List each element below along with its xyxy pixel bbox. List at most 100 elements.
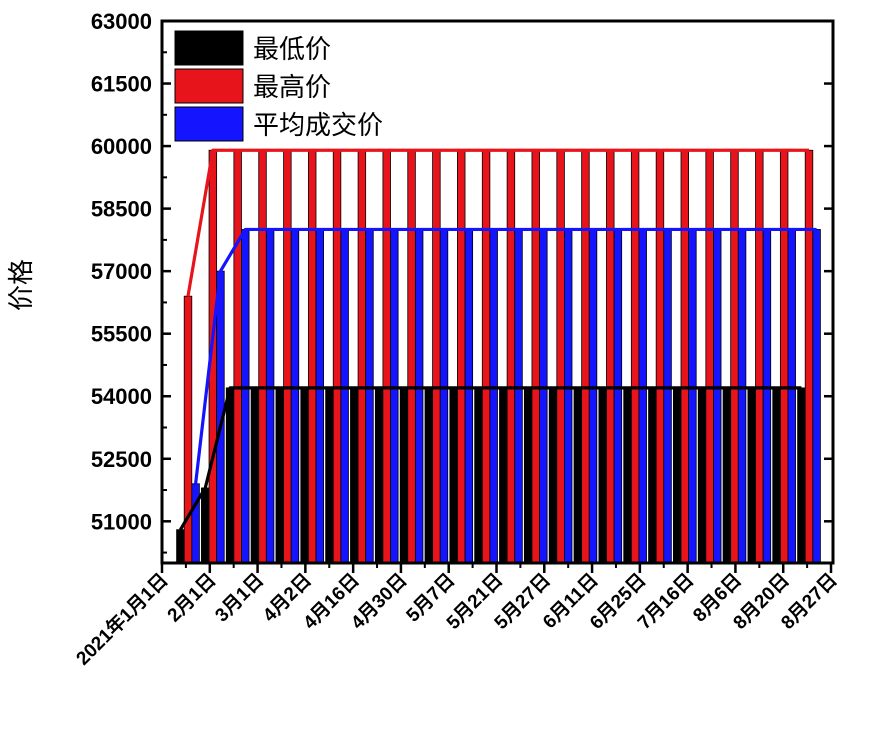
y-tick-label-4: 57000 — [91, 259, 152, 284]
bar-平均成交价-22 — [737, 229, 747, 564]
y-tick-label-8: 63000 — [91, 9, 152, 34]
bar-最高价-24 — [779, 149, 789, 564]
bar-最低价-17 — [598, 387, 607, 564]
series-line-最高价 — [186, 148, 809, 297]
bar-平均成交价-21 — [713, 229, 722, 564]
legend-swatch-1 — [174, 68, 244, 104]
legend-swatch-0 — [174, 30, 244, 66]
bar-最高价-3 — [258, 149, 267, 564]
bar-平均成交价-2 — [241, 229, 250, 564]
bar-最高价-8 — [382, 149, 391, 564]
bar-最低价-23 — [747, 387, 756, 564]
bar-最高价-4 — [283, 149, 292, 564]
y-tick-label-3: 55500 — [91, 322, 152, 347]
bar-最低价-1 — [201, 487, 210, 564]
y-tick-label-2: 54000 — [91, 384, 152, 409]
bar-最低价-9 — [399, 387, 409, 564]
y-tick-label-1: 52500 — [91, 447, 152, 472]
bar-最低价-11 — [449, 387, 458, 564]
series-line-最低价 — [179, 386, 802, 531]
bar-最高价-7 — [357, 149, 367, 564]
y-tick-label-0: 51000 — [91, 509, 152, 534]
bar-最低价-6 — [325, 387, 334, 564]
bar-最高价-12 — [481, 149, 491, 564]
legend-label-0: 最低价 — [253, 35, 331, 65]
bar-平均成交价-0 — [191, 483, 200, 564]
bar-最高价-6 — [332, 149, 342, 564]
y-tick-label-5: 58500 — [91, 197, 152, 222]
bar-最低价-0 — [176, 529, 185, 564]
bar-平均成交价-16 — [588, 229, 598, 564]
bar-最低价-8 — [374, 387, 384, 564]
bar-最低价-2 — [225, 387, 235, 564]
y-axis: 51000 52500 54000 55500 57000 58500 60000 61500… — [91, 9, 833, 554]
legend-label-2: 平均成交价 — [253, 111, 383, 141]
bar-最高价-14 — [531, 149, 540, 564]
bar-最低价-15 — [548, 387, 558, 564]
series-line-平均成交价 — [194, 227, 817, 484]
bar-平均成交价-20 — [688, 229, 697, 564]
bar-最高价-21 — [705, 149, 714, 564]
bar-平均成交价-10 — [439, 229, 449, 564]
bar-最低价-20 — [673, 387, 682, 564]
bar-最高价-9 — [407, 149, 416, 564]
bar-平均成交价-7 — [365, 229, 374, 564]
bar-最低价-3 — [250, 387, 260, 564]
bar-最低价-10 — [424, 387, 433, 564]
bar-最低价-22 — [722, 387, 732, 564]
bar-平均成交价-11 — [464, 229, 474, 564]
bar-平均成交价-12 — [489, 229, 498, 564]
legend-swatch-2 — [174, 106, 244, 142]
bar-最高价-16 — [581, 149, 590, 564]
bar-平均成交价-25 — [812, 229, 821, 564]
bar-最高价-15 — [556, 149, 565, 564]
bar-最高价-22 — [730, 149, 739, 564]
y-axis-label: 价格 — [7, 259, 37, 311]
bar-最高价-13 — [506, 149, 516, 564]
bars-layer — [176, 149, 821, 564]
bar-平均成交价-9 — [414, 229, 424, 564]
bar-平均成交价-19 — [663, 229, 672, 564]
bar-平均成交价-3 — [265, 229, 275, 564]
legend-label-1: 最高价 — [253, 73, 331, 103]
bar-平均成交价-24 — [787, 229, 796, 564]
bar-最低价-18 — [623, 387, 632, 564]
bar-最低价-4 — [275, 387, 284, 564]
bar-最低价-5 — [300, 387, 309, 564]
bar-平均成交价-6 — [340, 229, 349, 564]
bar-最高价-10 — [432, 149, 441, 564]
bar-平均成交价-17 — [613, 229, 623, 564]
y-tick-label-6: 60000 — [91, 134, 152, 159]
bar-最低价-12 — [474, 387, 483, 564]
bar-最低价-19 — [648, 387, 657, 564]
bar-平均成交价-4 — [290, 229, 300, 564]
bar-最高价-19 — [655, 149, 665, 564]
bar-平均成交价-13 — [514, 229, 523, 564]
bar-最高价-11 — [457, 149, 466, 564]
bar-平均成交价-5 — [315, 229, 324, 564]
bar-最低价-24 — [772, 387, 781, 564]
bar-最低价-25 — [797, 387, 806, 564]
bar-平均成交价-18 — [638, 229, 647, 564]
x-axis: 2021年1月1日2月1日3月1日4月2日4月16日4月30日5月7日5月21日… — [71, 563, 842, 670]
lines-layer — [179, 148, 817, 531]
bar-平均成交价-14 — [539, 229, 548, 564]
bar-平均成交价-8 — [390, 229, 399, 564]
bar-最高价-25 — [804, 149, 814, 564]
bar-最高价-5 — [307, 149, 317, 564]
y-tick-label-7: 61500 — [91, 72, 152, 97]
bar-最高价-20 — [680, 149, 689, 564]
x-tick-label-2: 3月1日 — [211, 570, 268, 627]
bar-最低价-14 — [523, 387, 533, 564]
bar-最低价-7 — [350, 387, 359, 564]
bar-最高价-17 — [606, 149, 615, 564]
bar-最高价-18 — [630, 149, 640, 564]
bar-最高价-23 — [755, 149, 764, 564]
bar-平均成交价-23 — [762, 229, 772, 564]
x-tick-label-1: 2月1日 — [164, 570, 221, 627]
bar-最高价-2 — [233, 149, 242, 564]
bar-最低价-16 — [573, 387, 583, 564]
